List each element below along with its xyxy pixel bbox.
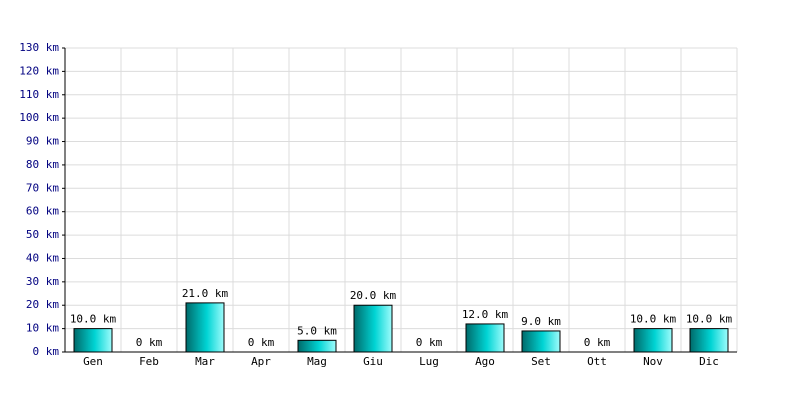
bar: [521, 330, 561, 353]
y-tick-label: 60 km: [26, 205, 59, 218]
x-tick-label: Giu: [363, 355, 383, 368]
bar: [689, 328, 729, 353]
x-tick-label: Gen: [83, 355, 103, 368]
x-tick-label: Lug: [419, 355, 439, 368]
x-tick-label: Nov: [643, 355, 663, 368]
y-tick-label: 30 km: [26, 275, 59, 288]
x-tick-label: Mar: [195, 355, 215, 368]
value-label: 0 km: [584, 336, 611, 349]
y-tick-label: 70 km: [26, 181, 59, 194]
y-tick-label: 120 km: [19, 64, 59, 77]
y-tick-label: 100 km: [19, 111, 59, 124]
y-tick-label: 10 km: [26, 322, 59, 335]
y-tick-label: 20 km: [26, 298, 59, 311]
bar: [185, 302, 225, 353]
value-label: 12.0 km: [462, 308, 509, 321]
y-tick-label: 40 km: [26, 251, 59, 264]
value-label: 10.0 km: [686, 313, 733, 326]
x-tick-label: Mag: [307, 355, 327, 368]
value-label: 21.0 km: [182, 287, 229, 300]
value-label: 10.0 km: [70, 313, 117, 326]
x-tick-label: Set: [531, 355, 551, 368]
value-label: 0 km: [136, 336, 163, 349]
y-tick-label: 110 km: [19, 88, 59, 101]
x-tick-label: Ago: [475, 355, 495, 368]
y-tick-label: 50 km: [26, 228, 59, 241]
value-label: 10.0 km: [630, 313, 677, 326]
value-label: 9.0 km: [521, 315, 561, 328]
x-tick-label: Apr: [251, 355, 271, 368]
bar: [633, 328, 673, 353]
value-label: 20.0 km: [350, 289, 397, 302]
x-tick-label: Feb: [139, 355, 159, 368]
x-tick-label: Dic: [699, 355, 719, 368]
value-label: 0 km: [248, 336, 275, 349]
bar: [353, 304, 393, 353]
y-tick-label: 0 km: [33, 345, 60, 358]
value-label: 5.0 km: [297, 324, 337, 337]
x-tick-label: Ott: [587, 355, 607, 368]
y-tick-label: 80 km: [26, 158, 59, 171]
bar: [297, 339, 337, 353]
value-label: 0 km: [416, 336, 443, 349]
bar: [73, 328, 113, 353]
y-tick-label: 130 km: [19, 41, 59, 54]
y-tick-label: 90 km: [26, 135, 59, 148]
bar: [465, 323, 505, 353]
